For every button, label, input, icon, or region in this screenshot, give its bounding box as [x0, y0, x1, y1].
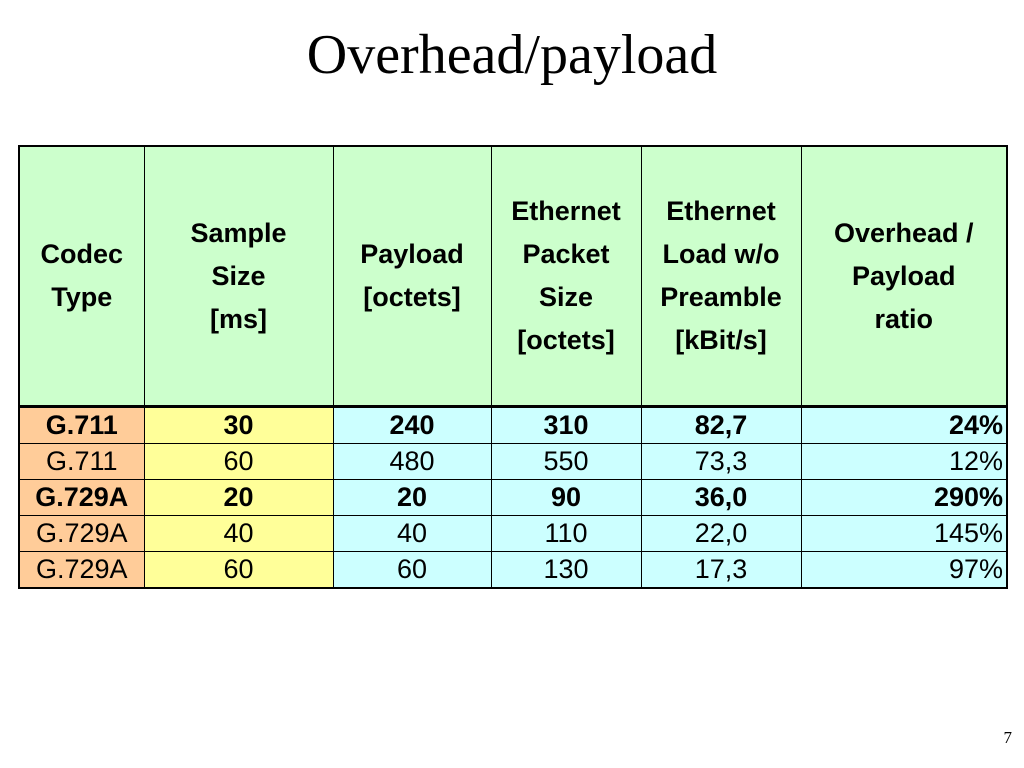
cell-ratio: 97% — [800, 551, 1008, 589]
cell-codec: G.711 — [18, 443, 145, 480]
page-number: 7 — [1003, 728, 1013, 747]
header-line: [kBit/s] — [675, 325, 767, 355]
header-line: Overhead / — [833, 217, 974, 248]
cell-load: 36,0 — [640, 479, 802, 516]
overhead-table: Codec Type Sample Size [ms] Payload [oct… — [18, 145, 1008, 589]
header-line: Payload — [851, 260, 956, 291]
cell-ratio: 290% — [800, 479, 1008, 516]
cell-ratio: 145% — [800, 515, 1008, 552]
cell-payload: 60 — [332, 551, 492, 589]
table-row: G.729A 60 60 130 17,3 97% — [18, 551, 1008, 589]
header-codec-type: Codec Type — [18, 145, 145, 407]
cell-payload: 480 — [332, 443, 492, 480]
header-line: [octets] — [517, 325, 615, 355]
cell-packet-size: 130 — [490, 551, 642, 589]
cell-payload: 40 — [332, 515, 492, 552]
cell-payload: 20 — [332, 479, 492, 516]
header-line: ratio — [874, 303, 933, 334]
header-line: Packet — [522, 239, 610, 269]
cell-packet-size: 110 — [490, 515, 642, 552]
header-line: Size — [211, 260, 266, 291]
cell-packet-size: 550 — [490, 443, 642, 480]
cell-packet-size: 310 — [490, 406, 642, 444]
table-row: G.711 30 240 310 82,7 24% — [18, 406, 1008, 444]
table-row: G.729A 40 40 110 22,0 145% — [18, 515, 1008, 552]
header-sample-size: Sample Size [ms] — [143, 145, 334, 407]
cell-sample-size: 30 — [143, 406, 334, 444]
cell-sample-size: 20 — [143, 479, 334, 516]
header-line: [ms] — [209, 303, 267, 334]
header-line: Load w/o — [662, 239, 780, 269]
cell-load: 22,0 — [640, 515, 802, 552]
header-payload: Payload [octets] — [332, 145, 492, 407]
cell-load: 82,7 — [640, 406, 802, 444]
cell-codec: G.729A — [18, 479, 145, 516]
table-row: G.729A 20 20 90 36,0 290% — [18, 479, 1008, 516]
header-line: Sample — [190, 217, 287, 248]
cell-codec: G.729A — [18, 551, 145, 589]
header-line: Ethernet — [511, 196, 621, 226]
cell-sample-size: 40 — [143, 515, 334, 552]
cell-sample-size: 60 — [143, 443, 334, 480]
cell-load: 17,3 — [640, 551, 802, 589]
header-line: [octets] — [363, 282, 461, 312]
slide-title: Overhead/payload — [306, 24, 718, 86]
cell-codec: G.711 — [18, 406, 145, 444]
header-line: Preamble — [660, 282, 782, 312]
header-line: Type — [51, 282, 113, 312]
cell-ratio: 24% — [800, 406, 1008, 444]
cell-payload: 240 — [332, 406, 492, 444]
header-line: Size — [538, 282, 594, 312]
header-line: Codec — [40, 239, 124, 269]
header-line: Ethernet — [666, 196, 776, 226]
header-line: Payload — [360, 239, 464, 269]
cell-packet-size: 90 — [490, 479, 642, 516]
cell-ratio: 12% — [800, 443, 1008, 480]
cell-codec: G.729A — [18, 515, 145, 552]
header-row: Codec Type Sample Size [ms] Payload [oct… — [18, 145, 1008, 407]
header-ethernet-load: Ethernet Load w/o Preamble [kBit/s] — [640, 145, 802, 407]
table-row: G.711 60 480 550 73,3 12% — [18, 443, 1008, 480]
header-overhead-ratio: Overhead / Payload ratio — [800, 145, 1008, 407]
header-ethernet-packet-size: Ethernet Packet Size [octets] — [490, 145, 642, 407]
cell-load: 73,3 — [640, 443, 802, 480]
cell-sample-size: 60 — [143, 551, 334, 589]
